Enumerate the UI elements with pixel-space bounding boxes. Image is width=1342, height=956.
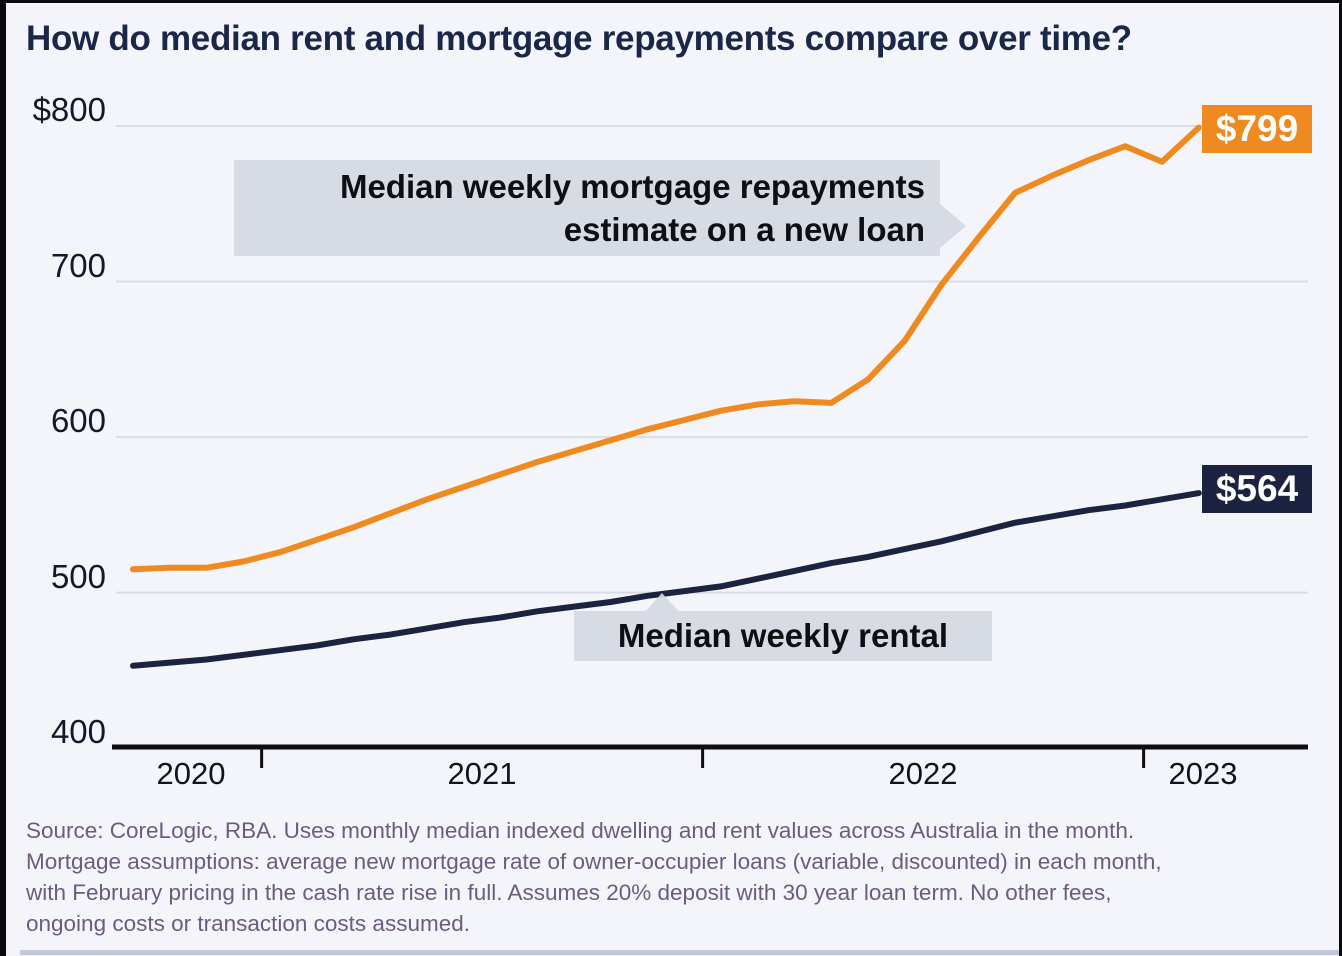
source-line: Mortgage assumptions: average new mortga… [26,849,1162,874]
mortgage-annotation-line1: Median weekly mortgage repayments [339,168,925,205]
x-tick-label: 2020 [156,756,226,791]
x-tick-label: 2021 [447,756,517,791]
source-line: with February pricing in the cash rate r… [26,880,1112,905]
source-note: Source: CoreLogic, RBA. Uses monthly med… [26,815,1326,939]
chart-title: How do median rent and mortgage repaymen… [26,19,1132,58]
rental-series-annotation: Median weekly rental [574,593,992,661]
y-tick-label: 500 [50,557,106,595]
rental-value-badge: $564 [1202,465,1312,513]
y-tick-label: 400 [50,713,106,751]
rental-annotation-label: Median weekly rental [617,617,949,654]
mortgage-value-badge: $799 [1202,105,1312,153]
mortgage-series-annotation: Median weekly mortgage repayments estima… [234,160,966,256]
y-tick-label: 700 [50,246,106,284]
y-tick-label: $800 [32,91,106,128]
source-line: Source: CoreLogic, RBA. Uses monthly med… [26,818,1135,843]
x-tick-label: 2023 [1168,756,1238,791]
line-chart-svg [112,124,1308,768]
bottom-border-strip [20,950,1339,955]
x-tick-label: 2022 [888,756,958,791]
source-line: ongoing costs or transaction costs assum… [26,911,470,936]
mortgage-annotation-line2: estimate on a new loan [563,211,925,248]
y-tick-label: 600 [50,402,106,440]
